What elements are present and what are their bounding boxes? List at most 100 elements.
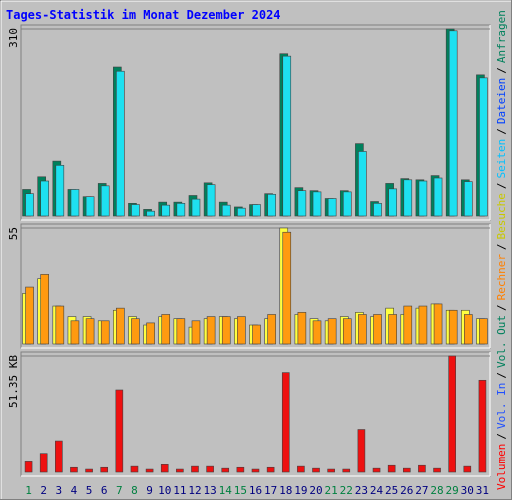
bar bbox=[388, 188, 397, 217]
bar bbox=[282, 55, 292, 217]
bar bbox=[100, 185, 110, 217]
bar bbox=[176, 468, 184, 473]
bar bbox=[448, 355, 456, 473]
x-tick-label: 15 bbox=[234, 484, 247, 497]
legend-separator: / bbox=[495, 67, 508, 74]
bar bbox=[312, 467, 320, 473]
bar bbox=[40, 274, 49, 345]
bar bbox=[297, 190, 307, 217]
bar bbox=[70, 320, 80, 345]
bar bbox=[403, 179, 413, 217]
bar bbox=[418, 464, 426, 473]
bar bbox=[55, 305, 65, 345]
bar bbox=[282, 231, 292, 345]
x-tick-label: 16 bbox=[249, 484, 262, 497]
bar bbox=[373, 203, 382, 217]
bar bbox=[448, 309, 458, 345]
bar bbox=[252, 204, 261, 217]
bar bbox=[433, 467, 441, 473]
legend-separator: / bbox=[495, 182, 508, 189]
x-tick-label: 1 bbox=[25, 484, 32, 497]
bar bbox=[266, 466, 275, 473]
x-tick-label: 29 bbox=[446, 484, 459, 497]
x-tick-label: 17 bbox=[264, 484, 277, 497]
bar bbox=[312, 191, 322, 217]
bar bbox=[85, 318, 95, 345]
bar bbox=[297, 312, 307, 345]
x-tick-label: 8 bbox=[131, 484, 138, 497]
x-tick-label: 9 bbox=[146, 484, 153, 497]
bar bbox=[342, 191, 352, 217]
bar bbox=[24, 461, 33, 473]
bar bbox=[464, 314, 473, 345]
bar bbox=[55, 440, 63, 473]
x-tick-label: 21 bbox=[325, 484, 338, 497]
bar bbox=[251, 468, 260, 473]
bar bbox=[237, 316, 246, 345]
legend-entry: Volumen bbox=[495, 444, 508, 490]
bar bbox=[237, 207, 246, 217]
bar bbox=[116, 307, 125, 345]
bar bbox=[327, 468, 335, 473]
bar bbox=[131, 204, 140, 217]
x-tick-label: 11 bbox=[173, 484, 186, 497]
y-tick-label: 310 bbox=[7, 28, 20, 48]
bar bbox=[478, 379, 487, 473]
bar bbox=[418, 180, 428, 217]
x-tick-label: 28 bbox=[430, 484, 443, 497]
bar bbox=[145, 468, 154, 473]
y-tick-label: 55 bbox=[7, 227, 20, 240]
y-tick-label: 51.35 KB bbox=[7, 355, 20, 408]
bar bbox=[39, 453, 48, 473]
bar bbox=[221, 204, 231, 217]
bar bbox=[267, 193, 276, 217]
legend-separator: / bbox=[495, 433, 508, 440]
bar bbox=[372, 467, 381, 473]
legend-entry: Seiten bbox=[495, 139, 508, 179]
bar bbox=[70, 466, 78, 473]
x-tick-label: 27 bbox=[415, 484, 428, 497]
bar bbox=[221, 467, 230, 473]
bar bbox=[130, 465, 139, 473]
bar bbox=[146, 210, 155, 217]
legend-entry: Vol. Out bbox=[495, 315, 508, 368]
bar bbox=[131, 318, 140, 345]
bar bbox=[403, 305, 413, 345]
x-tick-label: 4 bbox=[71, 484, 78, 497]
x-tick-label: 13 bbox=[203, 484, 216, 497]
bar bbox=[100, 466, 109, 473]
bar bbox=[267, 314, 276, 345]
legend-separator: / bbox=[495, 128, 508, 135]
x-tick-label: 19 bbox=[294, 484, 307, 497]
bar bbox=[221, 316, 231, 345]
bar bbox=[402, 467, 411, 473]
legend-entry: Vol. In bbox=[495, 383, 508, 429]
bar bbox=[206, 316, 216, 345]
bar bbox=[297, 465, 305, 473]
x-tick-label: 2 bbox=[40, 484, 47, 497]
x-tick-label: 26 bbox=[400, 484, 413, 497]
bar bbox=[342, 468, 351, 473]
bar bbox=[25, 193, 34, 217]
bar bbox=[342, 318, 352, 345]
legend-entry: Anfragen bbox=[495, 10, 508, 63]
bar bbox=[191, 320, 201, 345]
x-tick-label: 23 bbox=[355, 484, 368, 497]
bar bbox=[191, 198, 201, 217]
bar bbox=[357, 429, 366, 473]
bar bbox=[418, 305, 428, 345]
bar bbox=[191, 465, 199, 473]
bar bbox=[358, 151, 367, 217]
bar bbox=[327, 318, 337, 345]
bar bbox=[312, 320, 322, 345]
x-tick-label: 18 bbox=[279, 484, 292, 497]
x-tick-label: 6 bbox=[101, 484, 108, 497]
bar bbox=[433, 303, 443, 345]
bar bbox=[388, 314, 397, 345]
legend: Volumen / Vol. In / Vol. Out / Rechner / Besuche… bbox=[495, 10, 508, 490]
bar bbox=[85, 196, 95, 217]
bar bbox=[70, 189, 80, 217]
bar bbox=[479, 318, 488, 345]
legend-entry: Besuche bbox=[495, 193, 508, 239]
